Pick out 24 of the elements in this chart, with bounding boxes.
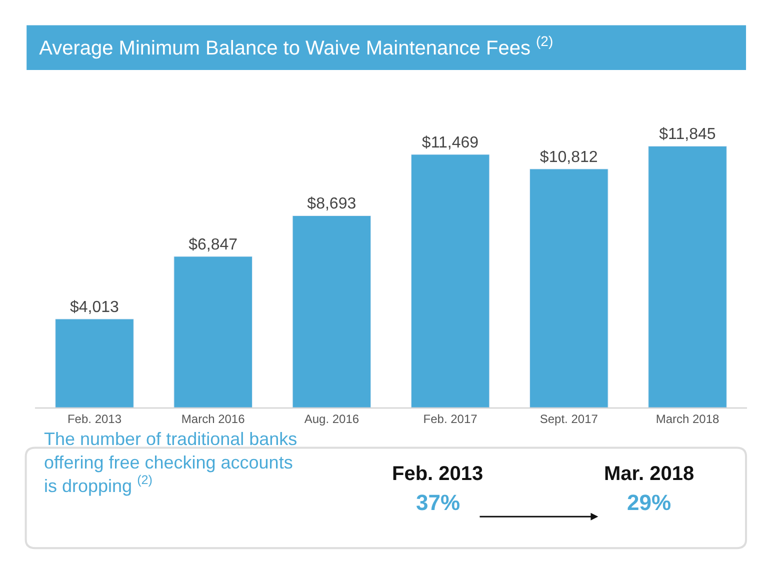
- data-label: $6,847: [188, 236, 238, 254]
- bar: [410, 154, 490, 408]
- data-label: $10,812: [540, 148, 598, 166]
- x-tick-label: March 2018: [656, 412, 720, 426]
- text: 37%: [416, 490, 460, 515]
- x-tick-label: Feb. 2017: [423, 412, 478, 426]
- data-label: $11,845: [659, 126, 716, 144]
- bar: [55, 318, 134, 408]
- text: The number of traditional banks offering free checking accounts is dropping $^{(2)}$: [44, 429, 298, 496]
- x-tick-label: March 2016: [181, 412, 246, 426]
- text: Feb. 2013: [392, 463, 484, 485]
- data-label: $8,693: [307, 196, 356, 213]
- x-tick-label: Sept. 2017: [540, 412, 598, 426]
- data-label: $4,013: [70, 298, 120, 316]
- x-tick-label: Feb. 2013: [67, 412, 122, 426]
- x-tick-label: Aug. 2016: [304, 412, 360, 426]
- bar: [174, 256, 252, 408]
- bar: [530, 168, 608, 408]
- text: 29%: [627, 490, 672, 515]
- text: Mar. 2018: [604, 463, 694, 485]
- chart-title: Average Minimum Balance to Waive Maintenance Fees $^{(2)}$: [39, 33, 554, 60]
- data-label: $11,469: [422, 134, 479, 152]
- bar: [292, 215, 372, 408]
- bar: [648, 146, 727, 408]
